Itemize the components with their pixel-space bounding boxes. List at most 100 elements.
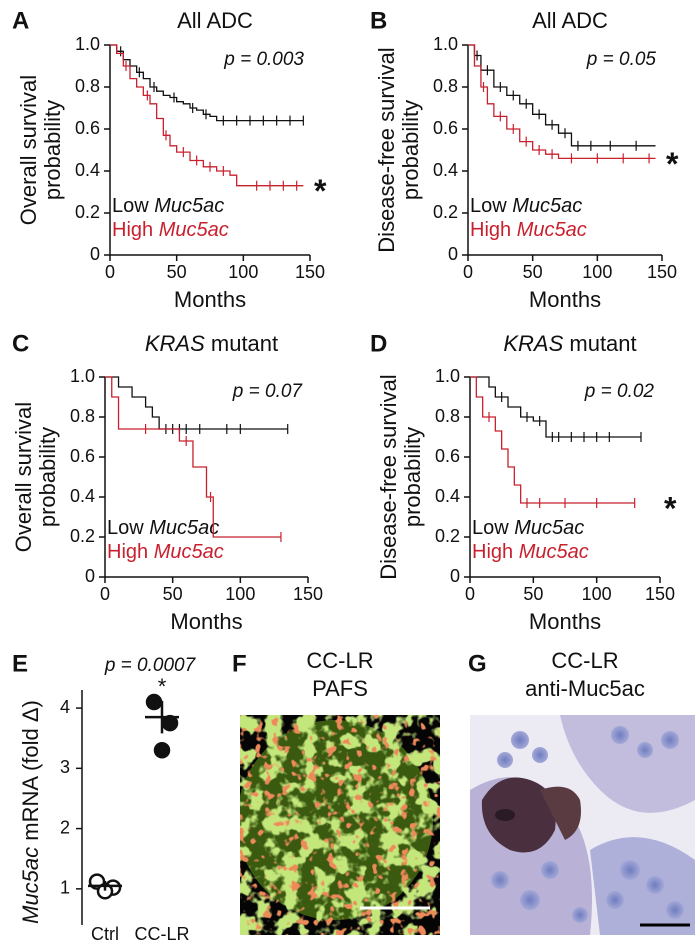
y-tick-label: 0.2 bbox=[70, 526, 95, 546]
survival-curve bbox=[110, 44, 304, 187]
x-tick-label: 0 bbox=[105, 262, 115, 282]
y-tick-label: 0.4 bbox=[433, 160, 458, 180]
x-tick-label: 150 bbox=[647, 262, 677, 282]
y-tick-label: 1.0 bbox=[435, 366, 460, 386]
x-tick-label: 100 bbox=[228, 262, 258, 282]
y-tick-label: 1.0 bbox=[433, 34, 458, 54]
x-tick-label: 150 bbox=[295, 262, 325, 282]
y-tick-label: 3 bbox=[60, 757, 70, 777]
y-tick-label: 0.8 bbox=[75, 76, 100, 96]
chart-title: All ADC bbox=[177, 8, 253, 33]
annotation: p = 0.0007 bbox=[104, 655, 197, 676]
x-axis-label: Months bbox=[170, 609, 242, 634]
panel-letter: A bbox=[12, 7, 29, 34]
survival-curve bbox=[468, 44, 656, 147]
caption: CC-LR bbox=[306, 648, 373, 673]
x-tick-label: 50 bbox=[167, 262, 187, 282]
x-axis-label: Months bbox=[529, 609, 601, 634]
x-tick-label: 0 bbox=[465, 584, 475, 604]
significance-star: * bbox=[664, 490, 677, 526]
legend-entry: Low Muc5ac bbox=[470, 195, 582, 217]
y-tick-label: 0.6 bbox=[435, 446, 460, 466]
chart-title: KRAS mutant bbox=[503, 331, 636, 356]
y-tick-label: 1 bbox=[60, 878, 70, 898]
image-f bbox=[240, 715, 440, 935]
caption: anti-Muc5ac bbox=[525, 676, 645, 701]
annotation: p = 0.05 bbox=[586, 49, 657, 70]
y-tick-label: 0.8 bbox=[433, 76, 458, 96]
y-axis-label: probability bbox=[35, 427, 60, 527]
survival-curve bbox=[110, 44, 304, 122]
legend-entry: High Muc5ac bbox=[107, 541, 224, 563]
y-tick-label: 0 bbox=[450, 566, 460, 586]
y-tick-label: 0.6 bbox=[75, 118, 100, 138]
legend-entry: Low Muc5ac bbox=[107, 517, 219, 539]
y-axis-label: Overall survival bbox=[16, 75, 41, 225]
x-tick-label: 150 bbox=[293, 584, 323, 604]
y-axis-label: Disease-free survival bbox=[376, 374, 401, 579]
y-tick-label: 0.8 bbox=[70, 406, 95, 426]
x-tick-label: 50 bbox=[163, 584, 183, 604]
panel-letter: E bbox=[12, 650, 28, 677]
x-tick-label: 0 bbox=[463, 262, 473, 282]
legend-entry: Low Muc5ac bbox=[112, 195, 224, 217]
y-axis-label: Overall survival bbox=[11, 402, 36, 552]
y-tick-label: 0.2 bbox=[433, 202, 458, 222]
y-axis-label: Disease-free survival bbox=[374, 47, 399, 252]
x-tick-label: 50 bbox=[523, 262, 543, 282]
panel-letter: C bbox=[12, 330, 29, 357]
legend-entry: High Muc5ac bbox=[112, 219, 229, 241]
annotation: p = 0.003 bbox=[223, 49, 304, 70]
y-tick-label: 0.6 bbox=[433, 118, 458, 138]
annotation: p = 0.07 bbox=[232, 381, 304, 402]
significance-star: * bbox=[666, 146, 679, 182]
panel-letter: D bbox=[370, 330, 387, 357]
x-tick-label: 100 bbox=[225, 584, 255, 604]
y-tick-label: 0.2 bbox=[435, 526, 460, 546]
legend-entry: Low Muc5ac bbox=[472, 517, 584, 539]
y-tick-label: 4 bbox=[60, 697, 70, 717]
y-axis-label: probability bbox=[398, 100, 423, 200]
annotation: p = 0.02 bbox=[584, 381, 655, 402]
y-tick-label: 0.2 bbox=[75, 202, 100, 222]
y-tick-label: 0 bbox=[448, 244, 458, 264]
survival-curve bbox=[470, 376, 641, 438]
y-axis-label: probability bbox=[40, 100, 65, 200]
x-tick-label: 0 bbox=[100, 584, 110, 604]
x-tick-label: 100 bbox=[582, 262, 612, 282]
x-tick-label: 50 bbox=[523, 584, 543, 604]
y-tick-label: 0.4 bbox=[70, 486, 95, 506]
y-tick-label: 0.4 bbox=[75, 160, 100, 180]
legend-entry: High Muc5ac bbox=[470, 219, 587, 241]
caption: PAFS bbox=[312, 676, 368, 701]
significance-star: * bbox=[158, 674, 167, 699]
panel-letter: G bbox=[468, 650, 487, 677]
y-tick-label: 1.0 bbox=[70, 366, 95, 386]
significance-star: * bbox=[314, 173, 327, 209]
survival-curve bbox=[468, 44, 656, 160]
survival-curve bbox=[105, 376, 288, 430]
legend-entry: High Muc5ac bbox=[472, 541, 589, 563]
x-axis-label: Months bbox=[529, 287, 601, 312]
y-axis-label: probability bbox=[400, 427, 425, 527]
survival-curve bbox=[470, 376, 635, 504]
y-tick-label: 2 bbox=[60, 817, 70, 837]
panel-letter: F bbox=[232, 650, 247, 677]
y-tick-label: 0.8 bbox=[435, 406, 460, 426]
chart-title: All ADC bbox=[532, 8, 608, 33]
y-tick-label: 0.4 bbox=[435, 486, 460, 506]
image-g bbox=[470, 715, 695, 935]
x-tick-label: 100 bbox=[582, 584, 612, 604]
y-axis-label: Muc5ac mRNA (fold Δ) bbox=[18, 700, 43, 924]
y-tick-label: 0 bbox=[85, 566, 95, 586]
x-tick-label: CC-LR bbox=[134, 924, 189, 944]
data-point bbox=[153, 742, 171, 759]
y-tick-label: 0 bbox=[90, 244, 100, 264]
y-tick-label: 0.6 bbox=[70, 446, 95, 466]
y-tick-label: 1.0 bbox=[75, 34, 100, 54]
x-tick-label: 150 bbox=[645, 584, 675, 604]
x-axis-label: Months bbox=[174, 287, 246, 312]
chart-title: KRAS mutant bbox=[145, 331, 278, 356]
caption: CC-LR bbox=[551, 648, 618, 673]
